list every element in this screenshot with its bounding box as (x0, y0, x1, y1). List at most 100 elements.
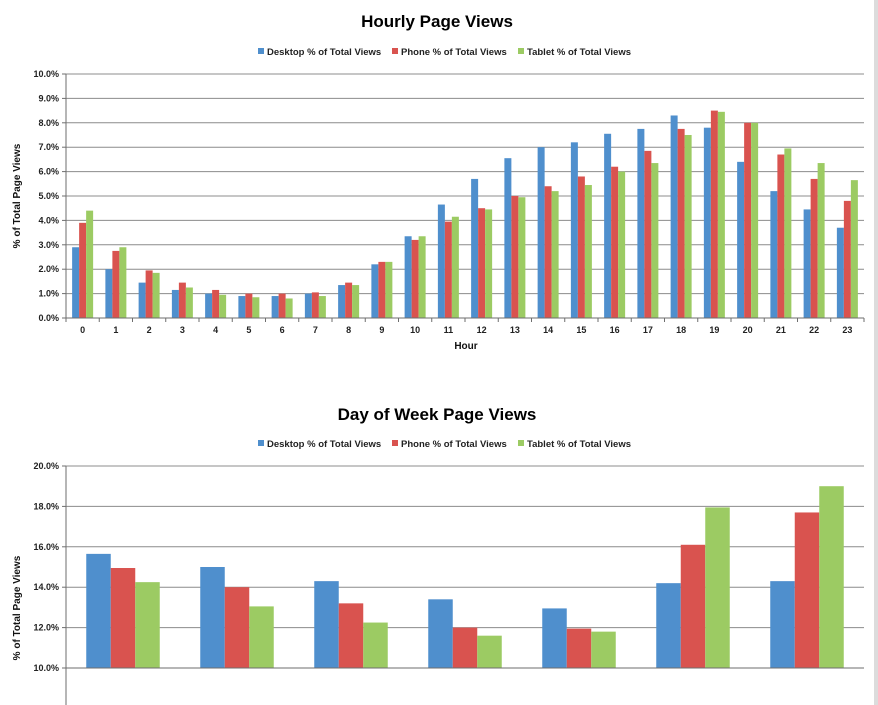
day-of-week-page-views-chart: Day of Week Page Views Desktop % of Tota… (0, 392, 874, 705)
bar-tablet-21 (784, 148, 792, 318)
y-tick-label: 5.0% (38, 191, 59, 201)
x-tick-label: 5 (246, 325, 251, 335)
x-tick-label: 9 (379, 325, 384, 335)
x-tick-label: 3 (180, 325, 185, 335)
y-tick-label: 8.0% (38, 118, 59, 128)
bar-desktop-3 (171, 289, 179, 318)
x-tick-label: 11 (444, 325, 454, 335)
bar-desktop-11 (437, 204, 445, 318)
bar-desktop-1 (105, 269, 113, 318)
bar-phone-11 (444, 221, 452, 318)
legend-swatch (518, 48, 524, 54)
bar-desktop-16 (604, 133, 612, 318)
bar-phone-20 (744, 122, 752, 318)
bar-tablet-5 (252, 297, 260, 318)
bar-tablet-13 (518, 197, 526, 318)
x-axis-ticks: 0 1 2 3 4 5 6 7 8 9 10 11 12 13 14 15 16 17 18 19 20 21 22 23 (65, 318, 865, 335)
bar-desktop-5 (656, 583, 681, 668)
bar-tablet-0 (135, 582, 160, 668)
bar-phone-2 (145, 270, 153, 318)
bar-phone-0 (79, 222, 87, 318)
bar-phone-14 (544, 186, 552, 318)
y-tick-label: 20.0% (33, 461, 59, 471)
bar-desktop-0 (86, 553, 111, 668)
bars (66, 486, 864, 669)
bar-desktop-6 (271, 296, 279, 318)
x-tick-label: 2 (147, 325, 152, 335)
bar-phone-2 (338, 603, 364, 668)
bar-desktop-19 (703, 127, 711, 319)
x-tick-label: 0 (80, 325, 85, 335)
legend-swatch (258, 48, 264, 54)
y-tick-label: 3.0% (38, 240, 59, 250)
bar-desktop-4 (542, 608, 567, 668)
bar-phone-9 (378, 261, 386, 318)
x-tick-label: 18 (676, 325, 686, 335)
bar-desktop-22 (803, 209, 811, 318)
bar-tablet-9 (385, 261, 393, 318)
bar-tablet-4 (219, 294, 227, 318)
y-axis-title: % of Total Page Views (12, 143, 23, 248)
chart-legend: Desktop % of Total Views Phone % of Total… (258, 47, 631, 58)
y-axis-title: % of Total Page Views (12, 555, 23, 660)
y-axis-ticks: 10.0% 12.0% 14.0% 16.0% 18.0% 20.0% (33, 461, 59, 673)
bar-tablet-2 (152, 272, 160, 318)
bar-tablet-14 (551, 191, 559, 318)
bar-phone-12 (478, 208, 486, 318)
x-tick-label: 6 (280, 325, 285, 335)
bar-tablet-6 (285, 298, 293, 318)
bar-desktop-18 (670, 115, 678, 318)
bar-tablet-8 (352, 285, 360, 318)
legend-label: Phone % of Total Views (401, 439, 507, 450)
bar-tablet-23 (850, 180, 858, 318)
bar-tablet-10 (418, 236, 426, 318)
bar-phone-0 (110, 568, 136, 668)
x-tick-label: 22 (809, 325, 819, 335)
y-tick-label: 12.0% (33, 623, 59, 633)
bar-tablet-20 (751, 122, 759, 318)
y-tick-label: 14.0% (33, 582, 59, 592)
y-tick-label: 0.0% (38, 313, 59, 323)
x-tick-label: 14 (543, 325, 553, 335)
bar-desktop-15 (570, 142, 578, 318)
x-tick-label: 8 (346, 325, 351, 335)
bar-phone-1 (112, 250, 120, 318)
bar-tablet-5 (705, 507, 730, 668)
bar-desktop-7 (304, 293, 312, 318)
x-tick-label: 23 (842, 325, 852, 335)
x-tick-label: 15 (576, 325, 586, 335)
legend-swatch (392, 440, 398, 446)
bar-desktop-20 (737, 161, 745, 318)
bar-phone-6 (794, 512, 820, 668)
bar-phone-19 (710, 110, 718, 318)
y-tick-label: 6.0% (38, 167, 59, 177)
x-tick-label: 1 (113, 325, 118, 335)
y-tick-label: 16.0% (33, 542, 59, 552)
bar-tablet-18 (684, 135, 692, 318)
x-tick-label: 10 (410, 325, 420, 335)
x-tick-label: 21 (776, 325, 786, 335)
bar-desktop-13 (504, 158, 512, 318)
y-tick-label: 10.0% (33, 663, 59, 673)
bar-desktop-5 (238, 296, 246, 318)
x-tick-label: 16 (610, 325, 620, 335)
bar-phone-5 (680, 544, 706, 668)
x-tick-label: 20 (743, 325, 753, 335)
bar-desktop-6 (770, 581, 795, 668)
x-tick-label: 17 (643, 325, 653, 335)
bar-desktop-2 (314, 581, 339, 668)
y-tick-label: 2.0% (38, 264, 59, 274)
chart-title: Day of Week Page Views (338, 405, 537, 424)
bars (66, 110, 864, 319)
legend-label: Desktop % of Total Views (267, 47, 381, 58)
bar-phone-4 (566, 628, 592, 668)
y-tick-label: 7.0% (38, 142, 59, 152)
gridlines (62, 73, 864, 319)
window-edge (874, 0, 878, 705)
bar-desktop-21 (770, 191, 778, 318)
bar-phone-4 (212, 289, 220, 318)
bar-desktop-0 (72, 247, 80, 318)
bar-tablet-12 (485, 209, 493, 318)
bar-desktop-2 (138, 282, 146, 318)
bar-phone-10 (411, 239, 419, 318)
